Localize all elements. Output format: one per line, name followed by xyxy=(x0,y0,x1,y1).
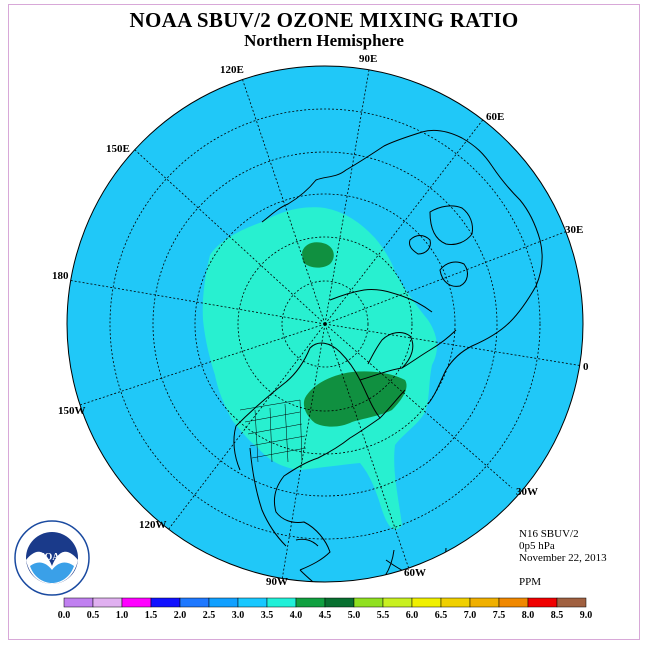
lon-label: 30E xyxy=(565,224,583,236)
colorbar-swatch xyxy=(411,597,442,608)
colorbar-swatch xyxy=(63,597,94,608)
coastlines xyxy=(233,129,543,582)
date-label: November 22, 2013 xyxy=(519,552,607,564)
colorbar-swatch xyxy=(92,597,123,608)
logo-text: NOAA xyxy=(37,552,67,563)
lon-label: 30W xyxy=(516,486,538,498)
lon-label: 60W xyxy=(404,567,426,579)
colorbar-swatch xyxy=(382,597,413,608)
lon-label: 180 xyxy=(52,270,69,282)
colorbar-swatch xyxy=(527,597,558,608)
colorbar-tick-label: 8.5 xyxy=(551,610,564,621)
colorbar-swatch xyxy=(150,597,181,608)
pressure-level-label: 0p5 hPa xyxy=(519,540,555,552)
colorbar-tick-label: 6.0 xyxy=(406,610,419,621)
colorbar-swatch xyxy=(498,597,529,608)
lon-label: 150W xyxy=(58,405,86,417)
colorbar-tick-label: 0.0 xyxy=(58,610,71,621)
ozone-region-3.5-4.0 xyxy=(202,207,437,530)
colorbar-tick-label: 2.0 xyxy=(174,610,187,621)
ozone-region-4.0-4.5-north-america xyxy=(303,371,407,427)
lon-label: 90W xyxy=(266,576,288,588)
political-boundaries xyxy=(239,399,307,463)
colorbar-tick-label: 2.5 xyxy=(203,610,216,621)
lon-label: 150E xyxy=(106,143,130,155)
lon-label: 120W xyxy=(139,519,167,531)
colorbar-tick-label: 4.0 xyxy=(290,610,303,621)
map-title: NOAA SBUV/2 OZONE MIXING RATIO xyxy=(129,8,519,32)
colorbar-tick-label: 3.0 xyxy=(232,610,245,621)
colorbar-swatch xyxy=(237,597,268,608)
colorbar-swatch xyxy=(556,597,587,608)
colorbar-tick-label: 4.5 xyxy=(319,610,332,621)
colorbar-swatch xyxy=(353,597,384,608)
lon-label: 90E xyxy=(359,53,377,65)
longitude-labels: 90E 60E 30E 0 30W 60W 90W 120W 150W 180 … xyxy=(52,53,589,588)
colorbar-tick-label: 3.5 xyxy=(261,610,274,621)
colorbar-swatch xyxy=(179,597,210,608)
colorbar-tick-label: 8.0 xyxy=(522,610,535,621)
colorbar-tick-label: 7.5 xyxy=(493,610,506,621)
colorbar-swatch xyxy=(440,597,471,608)
colorbar-swatch xyxy=(324,597,355,608)
colorbar-tick-label: 0.5 xyxy=(87,610,100,621)
units-label: PPM xyxy=(519,576,542,588)
lon-label: 120E xyxy=(220,64,244,76)
colorbar-swatch xyxy=(469,597,500,608)
colorbar-swatch xyxy=(266,597,297,608)
colorbar: 0.0 0.5 1.0 1.5 2.0 2.5 3.0 3.5 4.0 4.5 5.0 5.5 6.0 6… xyxy=(58,597,593,621)
figure-frame xyxy=(8,4,640,640)
colorbar-tick-label: 5.0 xyxy=(348,610,361,621)
colorbar-tick-label: 1.5 xyxy=(145,610,158,621)
colorbar-tick-label: 7.0 xyxy=(464,610,477,621)
lon-label: 0 xyxy=(583,361,589,373)
lon-label: 60E xyxy=(486,111,504,123)
map-border xyxy=(66,65,584,583)
colorbar-swatch xyxy=(121,597,152,608)
colorbar-tick-label: 6.5 xyxy=(435,610,448,621)
graticule xyxy=(67,66,583,581)
ozone-region-4.0-4.5-asia xyxy=(302,242,334,268)
colorbar-tick-label: 5.5 xyxy=(377,610,390,621)
map-subtitle: Northern Hemisphere xyxy=(244,31,404,50)
colorbar-tick-label: 9.0 xyxy=(580,610,593,621)
colorbar-swatch xyxy=(295,597,326,608)
satellite-label: N16 SBUV/2 xyxy=(519,528,579,540)
colorbar-tick-label: 1.0 xyxy=(116,610,129,621)
noaa-logo: NOAA xyxy=(14,520,90,596)
colorbar-swatch xyxy=(208,597,239,608)
